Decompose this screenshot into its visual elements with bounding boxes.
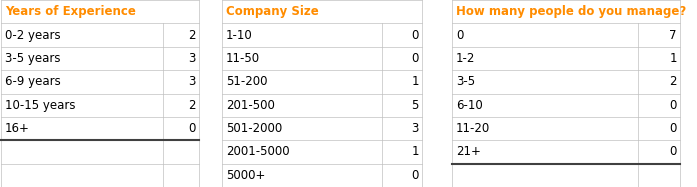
Text: 0: 0: [670, 145, 677, 158]
Text: 11-20: 11-20: [456, 122, 490, 135]
Bar: [1, 94, 199, 117]
Bar: [222, 70, 422, 94]
Text: 16+: 16+: [5, 122, 30, 135]
Bar: [452, 140, 680, 164]
Bar: [222, 164, 422, 187]
Text: 0: 0: [456, 29, 464, 42]
Text: How many people do you manage?: How many people do you manage?: [456, 5, 687, 18]
Bar: [1, 23, 199, 47]
Text: 3: 3: [189, 75, 196, 88]
Text: 0: 0: [412, 29, 419, 42]
Text: 6-9 years: 6-9 years: [5, 75, 61, 88]
Bar: [222, 0, 422, 23]
Text: 1: 1: [411, 145, 419, 158]
Bar: [1, 47, 199, 70]
Text: 0: 0: [412, 169, 419, 182]
Text: 3-5 years: 3-5 years: [5, 52, 61, 65]
Text: 0: 0: [412, 52, 419, 65]
Text: 11-50: 11-50: [226, 52, 260, 65]
Text: 2: 2: [188, 99, 196, 112]
Bar: [222, 94, 422, 117]
Text: 1-10: 1-10: [226, 29, 253, 42]
Text: 2: 2: [188, 29, 196, 42]
Text: 501-2000: 501-2000: [226, 122, 282, 135]
Bar: [222, 140, 422, 164]
Text: 1: 1: [411, 75, 419, 88]
Bar: [1, 140, 199, 164]
Text: 0: 0: [189, 122, 196, 135]
Text: 10-15 years: 10-15 years: [5, 99, 75, 112]
Text: 2: 2: [670, 75, 677, 88]
Bar: [452, 117, 680, 140]
Text: 5: 5: [412, 99, 419, 112]
Bar: [452, 47, 680, 70]
Text: Company Size: Company Size: [226, 5, 319, 18]
Text: 5000+: 5000+: [226, 169, 266, 182]
Bar: [452, 0, 680, 23]
Text: 6-10: 6-10: [456, 99, 483, 112]
Bar: [452, 94, 680, 117]
Bar: [222, 47, 422, 70]
Bar: [1, 117, 199, 140]
Bar: [222, 117, 422, 140]
Bar: [222, 23, 422, 47]
Text: 2001-5000: 2001-5000: [226, 145, 290, 158]
Bar: [452, 23, 680, 47]
Text: 0: 0: [670, 122, 677, 135]
Text: 7: 7: [670, 29, 677, 42]
Bar: [452, 164, 680, 187]
Text: 3-5: 3-5: [456, 75, 475, 88]
Text: 0-2 years: 0-2 years: [5, 29, 61, 42]
Bar: [1, 70, 199, 94]
Text: 21+: 21+: [456, 145, 481, 158]
Bar: [452, 70, 680, 94]
Text: 1-2: 1-2: [456, 52, 475, 65]
Text: 201-500: 201-500: [226, 99, 275, 112]
Bar: [1, 164, 199, 187]
Bar: [1, 0, 199, 23]
Text: 1: 1: [670, 52, 677, 65]
Text: 3: 3: [412, 122, 419, 135]
Text: Years of Experience: Years of Experience: [5, 5, 136, 18]
Text: 3: 3: [189, 52, 196, 65]
Text: 51-200: 51-200: [226, 75, 268, 88]
Text: 0: 0: [670, 99, 677, 112]
